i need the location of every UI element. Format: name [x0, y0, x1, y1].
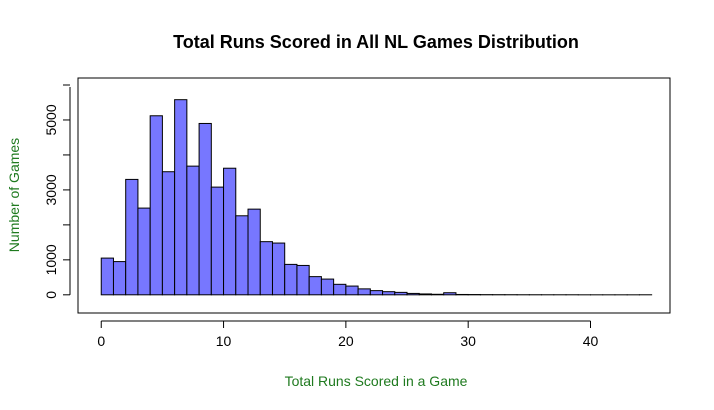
histogram-bar	[223, 167, 237, 296]
histogram-bar	[235, 215, 249, 296]
histogram-bar	[100, 257, 114, 296]
histogram-bar	[174, 99, 188, 296]
histogram-bar	[443, 292, 457, 296]
histogram-bar	[333, 283, 347, 296]
histogram-bar	[186, 165, 200, 296]
histogram-bar	[247, 208, 261, 296]
histogram-bar	[198, 122, 212, 296]
chart-title: Total Runs Scored in All NL Games Distri…	[173, 32, 579, 52]
histogram-bar	[296, 264, 310, 296]
y-tick-label: 0	[43, 291, 59, 299]
x-tick-label: 30	[460, 333, 476, 349]
histogram-bar	[382, 291, 396, 296]
histogram-bar	[369, 290, 384, 296]
histogram-bar	[112, 261, 127, 296]
x-axis: 0 10 20 30 40	[97, 320, 599, 349]
histogram-bar	[137, 207, 151, 296]
histogram-bars	[100, 99, 653, 296]
y-axis: 0 1000 3000 5000	[43, 84, 71, 299]
x-tick-label: 10	[216, 333, 232, 349]
y-axis-label: Number of Games	[6, 138, 22, 252]
y-tick-label: 3000	[43, 174, 59, 205]
x-tick-label: 40	[583, 333, 599, 349]
y-tick-label: 1000	[43, 244, 59, 275]
histogram-bar	[284, 263, 298, 296]
plot-frame	[77, 77, 671, 314]
histogram-bar	[149, 115, 163, 296]
x-tick-label: 20	[338, 333, 354, 349]
histogram-bar	[259, 241, 273, 296]
histogram-bar	[125, 178, 139, 296]
histogram-bar	[320, 278, 335, 296]
histogram-bar	[345, 285, 359, 296]
histogram-bar	[357, 288, 371, 296]
x-tick-label: 0	[97, 333, 105, 349]
histogram-bar	[394, 291, 408, 296]
x-axis-label: Total Runs Scored in a Game	[285, 373, 468, 389]
y-tick-label: 5000	[43, 104, 59, 135]
histogram-bar	[430, 293, 445, 296]
histogram-bar	[161, 171, 176, 296]
histogram-bar	[271, 242, 286, 296]
histogram-bar	[308, 276, 322, 296]
histogram-bar	[210, 186, 225, 296]
histogram-bar	[406, 292, 420, 296]
histogram-bar	[418, 293, 432, 296]
